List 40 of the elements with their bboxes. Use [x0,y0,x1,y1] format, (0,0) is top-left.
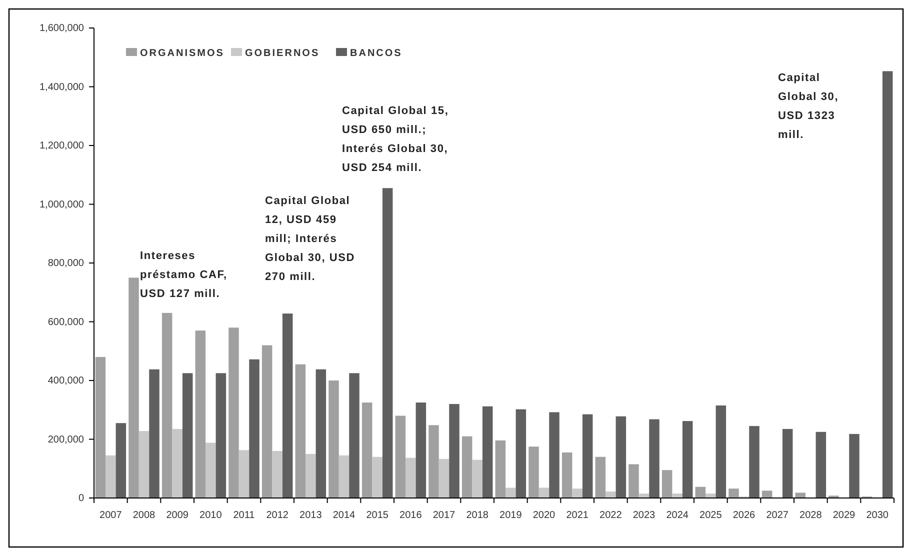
y-tick-label: 400,000 [48,376,84,387]
annotation: Intereses préstamo CAF, USD 127 mill. [140,250,228,300]
legend-label: BANCOS [350,48,402,59]
x-tick-label: 2020 [532,510,556,521]
x-tick-label: 2026 [732,510,756,521]
y-tick-label: 1,000,000 [40,199,84,210]
annotation: Capital Global 15, USD 650 mill.; Interés Global 30, USD 254 mill. [342,104,449,174]
x-tick-label: 2011 [233,510,256,521]
x-tick-label: 2016 [400,510,422,521]
y-tick-label: 1,200,000 [40,140,84,152]
x-tick-label: 2024 [666,510,689,521]
x-tick-label: 2013 [300,510,322,521]
x-tick-label: 2015 [366,510,389,521]
annotation: Capital Global 30, USD 1323 mill. [778,72,839,141]
y-tick-label: 600,000 [48,316,84,328]
x-tick-label: 2021 [566,510,589,521]
x-tick-label: 2007 [100,510,122,521]
x-tick-label: 2008 [132,510,156,521]
x-tick-label: 2014 [332,510,356,521]
x-tick-label: 2027 [766,510,789,521]
annotation: Capital Global 12, USD 459 mill; Interés Global 30, USD 270 mill. [265,194,356,283]
x-tick-label: 2018 [466,510,489,521]
y-tick-label: 1,600,000 [40,23,84,34]
y-tick-label: 0 [78,493,84,504]
y-tick-label: 1,400,000 [40,82,84,93]
x-tick-label: 2023 [632,510,656,521]
y-tick-label: 200,000 [48,434,84,446]
y-tick-label: 800,000 [48,258,84,270]
x-tick-label: 2009 [166,510,189,521]
x-tick-label: 2010 [200,510,222,521]
x-tick-label: 2019 [500,510,522,521]
x-tick-label: 2025 [700,510,722,521]
x-tick-label: 2029 [832,510,856,521]
x-tick-label: 2012 [266,510,289,521]
legend-label: GOBIERNOS [245,48,320,59]
x-tick-label: 2030 [866,510,889,521]
x-tick-label: 2028 [800,510,822,521]
x-tick-label: 2017 [432,510,456,521]
legend-label: ORGANISMOS [140,48,224,59]
x-tick-label: 2022 [600,510,622,521]
